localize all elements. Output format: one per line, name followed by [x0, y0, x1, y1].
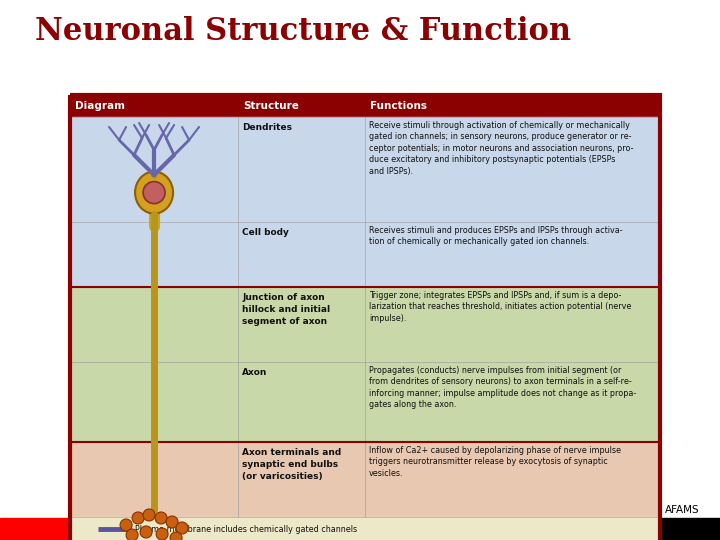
Circle shape	[155, 512, 167, 524]
Circle shape	[170, 532, 182, 540]
Circle shape	[140, 526, 152, 538]
Bar	[70, 117, 660, 222]
Text: Diagram: Diagram	[75, 101, 125, 111]
Circle shape	[156, 528, 168, 540]
Text: Dendrites: Dendrites	[242, 123, 292, 132]
Text: Propagates (conducts) nerve impulses from initial segment (or
from dendrites of : Propagates (conducts) nerve impulses fro…	[369, 366, 636, 409]
Circle shape	[143, 509, 155, 521]
Text: Neuronal Structure & Function: Neuronal Structure & Function	[35, 16, 571, 47]
Text: Plasma membrane includes chemically gated channels: Plasma membrane includes chemically gate…	[135, 524, 357, 534]
Text: Receive stimuli through activation of chemically or mechanically
gated ion chann: Receive stimuli through activation of ch…	[369, 121, 634, 176]
Circle shape	[176, 522, 188, 534]
Text: Axon terminals and
synaptic end bulbs
(or varicosities): Axon terminals and synaptic end bulbs (o…	[242, 448, 341, 481]
Text: Functions: Functions	[370, 101, 427, 111]
Bar	[70, 517, 660, 540]
Bar	[0, 518, 240, 540]
Text: Receives stimuli and produces EPSPs and IPSPs through activa-
tion of chemically: Receives stimuli and produces EPSPs and …	[369, 226, 623, 246]
Bar	[240, 518, 480, 540]
Circle shape	[132, 512, 144, 524]
Text: Junction of axon
hillock and initial
segment of axon: Junction of axon hillock and initial seg…	[242, 293, 330, 326]
Text: Structure: Structure	[243, 101, 299, 111]
Circle shape	[166, 516, 178, 528]
Bar	[480, 518, 720, 540]
Text: Axon: Axon	[242, 368, 268, 377]
Ellipse shape	[135, 172, 173, 214]
Bar	[70, 95, 660, 117]
Circle shape	[143, 181, 165, 204]
Bar	[70, 95, 660, 540]
Bar	[70, 287, 660, 362]
Bar	[70, 222, 660, 287]
Text: AFAMS: AFAMS	[665, 505, 700, 515]
Text: Inflow of Ca2+ caused by depolarizing phase of nerve impulse
triggers neurotrans: Inflow of Ca2+ caused by depolarizing ph…	[369, 446, 621, 478]
Bar	[70, 442, 660, 517]
Text: Cell body: Cell body	[242, 228, 289, 237]
Bar	[70, 95, 660, 540]
Circle shape	[120, 519, 132, 531]
Text: Trigger zone; integrates EPSPs and IPSPs and, if sum is a depo-
larization that : Trigger zone; integrates EPSPs and IPSPs…	[369, 291, 631, 323]
Circle shape	[126, 529, 138, 540]
Bar	[70, 362, 660, 442]
